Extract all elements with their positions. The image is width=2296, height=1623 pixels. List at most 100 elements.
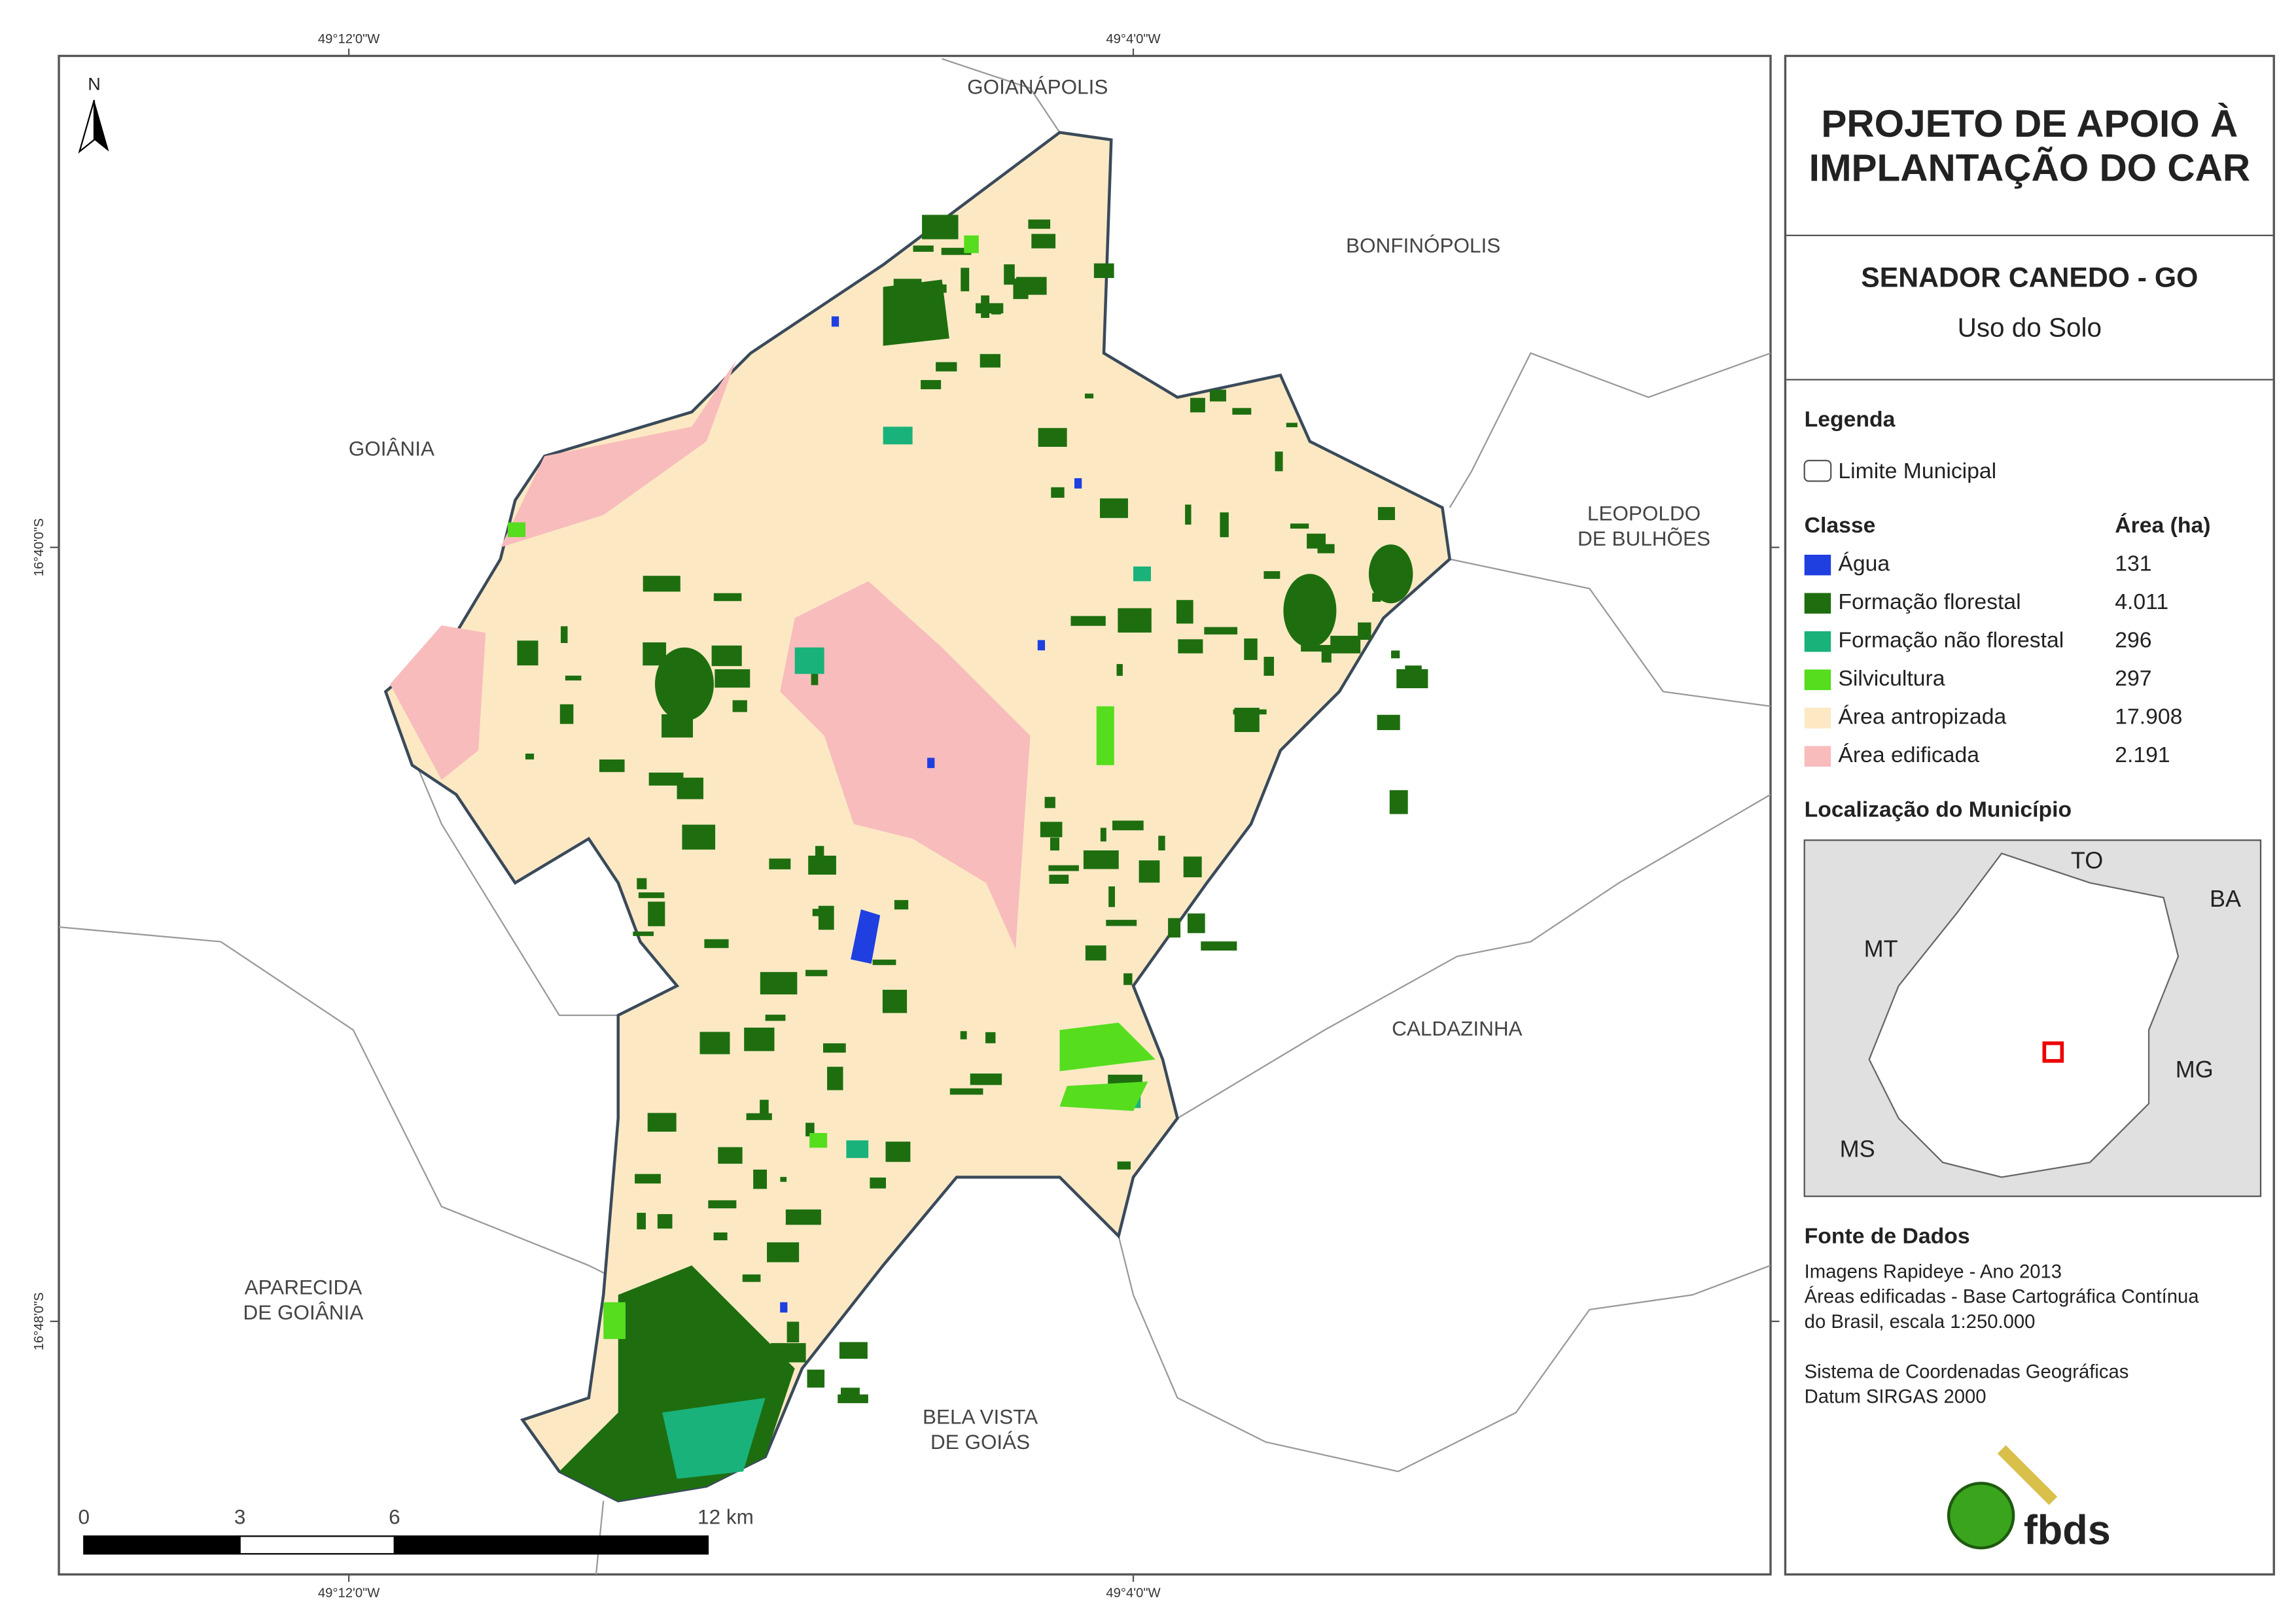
silviculture	[603, 1302, 626, 1339]
forest-patch	[742, 1274, 761, 1282]
coordinate-label: 16°40'0"S	[32, 518, 46, 576]
neighbour-boundary	[1176, 794, 1771, 1119]
forest-patch	[599, 759, 625, 773]
built-area	[500, 360, 736, 548]
open-formation	[846, 1140, 869, 1159]
forest-patch	[1117, 1161, 1131, 1170]
water	[927, 758, 935, 769]
forest-patch	[1301, 644, 1336, 652]
place-label: GOIANÁPOLIS	[967, 75, 1108, 98]
forest-patch	[913, 245, 934, 252]
forest-patch	[744, 1027, 775, 1051]
side-panel	[1784, 54, 2275, 1576]
forest-patch	[936, 362, 957, 372]
forest-patch	[769, 858, 791, 869]
forest-patch	[1106, 920, 1137, 926]
class-area: 4.011	[2115, 589, 2168, 614]
forest-patch	[633, 931, 654, 936]
forest-patch	[1368, 544, 1413, 604]
forest-patch	[713, 593, 742, 601]
forest-patch	[922, 215, 959, 239]
forest-patch	[1286, 423, 1298, 428]
forest-patch	[677, 777, 703, 799]
place-label: APARECIDA	[245, 1276, 362, 1299]
forest-patch	[517, 640, 539, 666]
map-area: 49°12'0"W 49°4'0"W 49°12'0"W 49°4'0"W 16°40'…	[32, 32, 1780, 1600]
forest-patch	[812, 909, 822, 916]
class-name: Água	[1838, 551, 1890, 576]
place-label: DE BULHÕES	[1578, 527, 1710, 550]
forest-patch	[1358, 622, 1371, 640]
forest-patch	[1038, 428, 1067, 447]
class-area: 297	[2115, 666, 2151, 691]
legend-swatch	[1804, 631, 1831, 652]
source-line: Sistema de Coordenadas Geográficas	[1805, 1361, 2129, 1382]
inset-label: TO	[2071, 847, 2103, 874]
location-heading: Localização do Município	[1805, 797, 2072, 822]
scale-bar	[239, 1535, 395, 1555]
forest-patch	[1176, 600, 1193, 624]
title: IMPLANTAÇÃO DO CAR	[1809, 146, 2251, 189]
forest-patch	[961, 268, 970, 292]
silviculture	[1059, 1022, 1156, 1072]
theme: Uso do Solo	[1958, 313, 2102, 343]
forest-patch	[980, 354, 1000, 368]
forest-patch	[1158, 835, 1165, 850]
place-label: BELA VISTA	[923, 1405, 1038, 1429]
forest-patch	[822, 1043, 846, 1053]
forest-patch	[753, 1169, 768, 1189]
silviculture	[964, 235, 979, 253]
forest-patch	[648, 901, 665, 926]
class-name: Área antropizada	[1838, 705, 2006, 729]
forest-patch	[657, 1213, 673, 1229]
forest-patch	[559, 704, 574, 724]
water	[831, 316, 839, 327]
class-name: Formação florestal	[1838, 589, 2021, 614]
place-label: BONFINÓPOLIS	[1346, 234, 1500, 257]
class-area: 17.908	[2115, 705, 2182, 729]
coordinate-label: 49°12'0"W	[318, 32, 380, 46]
legend-swatch	[1804, 554, 1831, 576]
forest-patch	[635, 1174, 661, 1184]
forest-patch	[1389, 790, 1408, 814]
forest-patch	[1377, 507, 1395, 520]
forest-patch	[715, 669, 751, 688]
forest-patch	[760, 1100, 769, 1115]
forest-patch	[1275, 451, 1283, 472]
forest-patch	[785, 1209, 821, 1225]
logo-ball	[1947, 1482, 2015, 1550]
scale-bar	[83, 1535, 241, 1555]
forest-patch	[1283, 574, 1337, 648]
neighbour-boundary	[942, 58, 1061, 133]
area-header: Área (ha)	[2115, 513, 2210, 538]
built-area	[390, 625, 486, 780]
forest-patch	[818, 905, 834, 930]
forest-patch	[1016, 277, 1047, 295]
forest-patch	[1201, 941, 1237, 951]
inset-label: MS	[1840, 1135, 1875, 1162]
north-arrow	[94, 99, 109, 152]
forest-patch	[1178, 639, 1203, 654]
silviculture	[1059, 1081, 1148, 1111]
forest-patch	[1185, 504, 1192, 525]
scale-label: 12 km	[698, 1505, 754, 1529]
forest-patch	[949, 1088, 983, 1095]
source-line: Imagens Rapideye - Ano 2013	[1805, 1261, 2062, 1282]
forest-patch	[1031, 234, 1056, 249]
forest-patch	[1004, 264, 1015, 285]
place-label: DE GOIÂNIA	[243, 1300, 364, 1324]
forest-patch	[1028, 219, 1051, 229]
scale-label: 0	[78, 1505, 90, 1529]
forest-patch	[872, 959, 896, 966]
forest-patch	[883, 279, 949, 346]
forest-patch	[839, 1342, 868, 1359]
subtitle: SENADOR CANEDO - GO	[1861, 262, 2198, 294]
forest-patch	[1405, 665, 1422, 677]
water	[1037, 640, 1046, 651]
open-formation	[662, 1397, 766, 1479]
forest-patch	[682, 824, 716, 850]
forest-patch	[1083, 850, 1119, 869]
forest-patch	[1085, 945, 1106, 961]
class-name: Silvicultura	[1838, 666, 1945, 691]
neighbour-boundary	[1449, 558, 1771, 707]
